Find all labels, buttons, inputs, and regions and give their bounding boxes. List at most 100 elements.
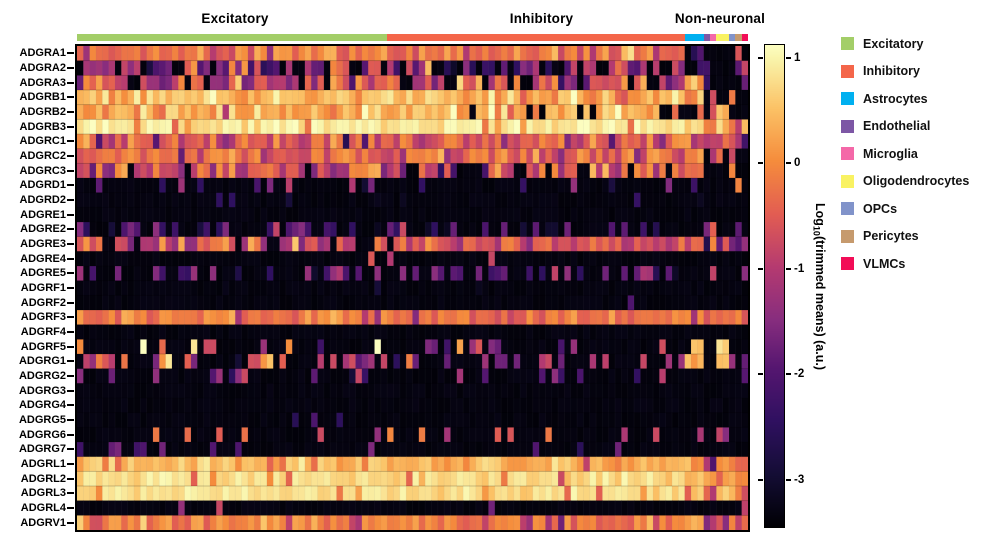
legend-label: VLMCs <box>863 256 906 271</box>
gene-name: ADGRF1 <box>20 282 66 294</box>
colorbar-tick-label: -2 <box>794 368 805 381</box>
gene-name: ADGRF5 <box>20 340 66 353</box>
row-tick <box>67 67 74 69</box>
legend-label: Pericytes <box>863 229 919 243</box>
legend-swatch <box>841 92 854 105</box>
legend-item-oligodendrocytes: Oligodendrocytes <box>841 174 970 188</box>
legend-swatch <box>841 37 854 50</box>
legend-swatch <box>841 64 854 78</box>
gene-name: ADGRF4 <box>20 326 66 338</box>
gene-name: ADGRB3 <box>19 120 66 133</box>
row-tick <box>67 272 74 275</box>
row-tick <box>67 257 74 260</box>
legend-label: Endothelial <box>863 119 931 133</box>
row-tick <box>67 169 74 172</box>
gene-name: ADGRE4 <box>20 252 66 265</box>
colorbar-tick-mark <box>786 56 791 59</box>
legend-label: Oligodendrocytes <box>863 174 970 188</box>
row-tick <box>67 507 74 509</box>
row-tick <box>67 213 74 216</box>
row-tick <box>67 301 74 304</box>
gene-name: ADGRL4 <box>20 502 66 514</box>
legend-item-astrocytes: Astrocytes <box>841 92 969 106</box>
row-tick <box>67 111 74 113</box>
gene-name: ADGRB2 <box>19 106 66 118</box>
section-title-inhibitory: Inhibitory <box>509 11 574 26</box>
colorbar-gradient <box>764 44 785 528</box>
gene-name: ADGRG5 <box>18 414 66 426</box>
gene-name: ADGRC3 <box>19 164 66 177</box>
legend-item-microglia: Microglia <box>841 146 969 161</box>
group-band-microglia <box>710 34 717 41</box>
gene-name: ADGRV1 <box>20 516 66 529</box>
row-labels: ADGRA1 ADGRA2 ADGRA3 ADGRB1 ADGRB2 ADGRB3 ADGR… <box>0 46 75 530</box>
legend-swatch <box>841 174 854 188</box>
row-tick <box>67 463 74 465</box>
row-tick <box>67 96 74 99</box>
row-tick <box>67 81 74 84</box>
row-tick <box>67 360 74 363</box>
row-tick <box>67 125 74 128</box>
colorbar-tick-mark <box>758 162 763 165</box>
heatmap-canvas <box>77 46 748 530</box>
gene-name: ADGRG3 <box>18 384 66 397</box>
legend-item-pericytes: Pericytes <box>841 229 969 243</box>
group-band-pericytes <box>735 34 742 41</box>
gene-name: ADGRE5 <box>20 267 66 280</box>
gene-name: ADGRE3 <box>20 238 66 250</box>
legend-item-opcs: OPCs <box>841 202 969 216</box>
heatmap-frame <box>75 44 750 532</box>
gene-name: ADGRB1 <box>19 91 66 104</box>
gene-name: ADGRA1 <box>19 47 66 60</box>
gene-name: ADGRG7 <box>18 443 66 456</box>
row-tick <box>67 404 74 407</box>
row-tick <box>67 140 74 143</box>
legend-label: Excitatory <box>863 36 924 51</box>
row-tick <box>67 419 74 421</box>
group-band-excitatory <box>77 34 388 41</box>
row-tick <box>67 228 74 231</box>
legend-item-excitatory: Excitatory <box>841 36 969 51</box>
gene-name: ADGRE2 <box>20 223 66 236</box>
gene-name: ADGRC1 <box>19 135 66 148</box>
gene-name: ADGRL3 <box>20 487 66 500</box>
row-tick <box>67 477 74 480</box>
colorbar-tick-mark <box>786 162 791 165</box>
colorbar-tick-mark <box>786 478 791 481</box>
colorbar-tick-mark <box>758 478 763 481</box>
colorbar-tick-mark <box>758 56 763 59</box>
section-title-excitatory: Excitatory <box>201 11 269 26</box>
legend-swatch <box>841 202 854 215</box>
colorbar-tick-label: -1 <box>794 262 805 275</box>
colorbar-tick-label: 0 <box>794 157 801 170</box>
gene-name: ADGRF3 <box>20 311 66 324</box>
row-tick <box>67 184 74 187</box>
colorbar-axis-label: Log10(trimmed means) (a.u.) <box>806 45 832 527</box>
gene-name: ADGRL2 <box>20 472 66 485</box>
gene-name: ADGRC2 <box>19 150 66 162</box>
row-tick <box>67 155 74 157</box>
row-tick <box>67 375 74 377</box>
gene-name: ADGRD1 <box>19 179 66 192</box>
legend-label: Microglia <box>863 146 918 161</box>
section-title-non-neuronal: Non-neuronal <box>674 11 766 26</box>
row-tick <box>67 287 74 289</box>
colorbar-axis-label-text: Log10(trimmed means) (a.u.) <box>811 202 827 370</box>
legend-item-endothelial: Endothelial <box>841 119 969 133</box>
celltype-annotation-bar <box>77 34 748 41</box>
row-tick <box>67 316 74 319</box>
legend-label: Inhibitory <box>863 64 920 78</box>
gene-name: ADGRG2 <box>18 370 66 382</box>
gene-name: ADGRD2 <box>19 194 66 206</box>
legend-swatch <box>841 119 854 133</box>
group-band-endothelial <box>703 34 710 41</box>
legend-swatch <box>841 229 854 243</box>
gene-name: ADGRG1 <box>18 355 66 368</box>
colorbar-tick-label: -3 <box>794 473 805 486</box>
legend-swatch <box>841 147 854 160</box>
row-tick <box>67 492 74 495</box>
group-band-astrocytes <box>684 34 704 41</box>
gene-name: ADGRG4 <box>18 399 66 412</box>
row-tick <box>67 345 74 348</box>
row-tick <box>67 389 74 392</box>
